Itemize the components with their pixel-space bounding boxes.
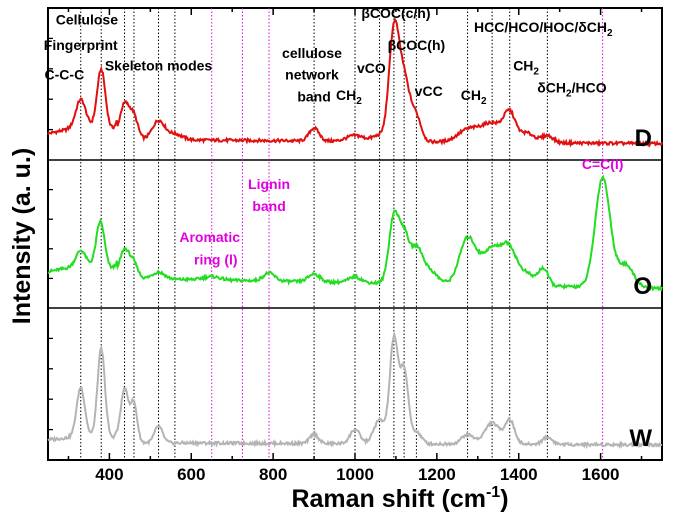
x-axis-title-sup: -1 [486,484,500,501]
subscript-2: 2 [566,88,572,99]
x-tick-label: 800 [259,465,287,484]
peak-annotation: Fingerprint [44,37,118,53]
panel-labels: D O W [629,125,652,452]
peak-annotation: vCC [415,83,443,99]
x-tick-label: 1200 [418,465,456,484]
x-tick-label: 1600 [582,465,620,484]
spectra-series [47,17,663,450]
peak-annotation: βCOC(h) [388,37,446,53]
peak-annotation: band [252,198,285,214]
x-axis-title: Raman shift (cm-1) [291,484,508,513]
peak-annotation: Aromatic [179,229,240,245]
x-tick-label: 1000 [336,465,374,484]
axis-ticks: 400 600 800 1000 1200 1400 1600 [48,8,643,484]
peak-annotation: Lignin [248,176,290,192]
peak-annotation: vCO [357,60,386,76]
peak-annotation: network [285,67,339,83]
peak-annotation: ring (l) [194,252,238,268]
subscript-2: 2 [481,96,487,107]
peak-annotation: CH2 [336,87,362,107]
peak-annotation: cellulose [282,45,342,61]
peak-annotation: βCOC(c/h) [361,5,430,21]
subscript-2: 2 [607,28,613,39]
x-tick-label: 600 [177,465,205,484]
panel-label-O: O [633,273,652,300]
peak-annotation: CH2 [461,87,487,107]
peak-annotation: band [297,88,330,104]
x-axis-title-close: ) [500,485,508,513]
peak-annotation: Cellulose [56,12,118,28]
panel-label-W: W [629,425,652,452]
spectrum-line-O [47,174,663,292]
peak-annotation: C=C(l) [582,156,624,172]
spectrum-line-D [47,17,663,148]
x-tick-label: 400 [95,465,123,484]
x-tick-label: 1400 [500,465,538,484]
spectrum-line-W [47,330,663,450]
peak-annotation: HCC/HCO/HOC/δCH2 [474,19,613,39]
peak-annotations: C-C-C Cellulose Fingerprint Skeleton modes c… [44,5,624,267]
subscript-2: 2 [533,67,539,78]
peak-annotation: CH2 [513,58,539,78]
peak-annotation: C-C-C [45,67,85,83]
subscript-2: 2 [356,96,362,107]
peak-annotation: δCH2/HCO [537,79,606,99]
x-axis-title-main: Raman shift (cm [291,485,485,513]
annotation-suffix: /HCO [572,79,607,95]
peak-annotation: Skeleton modes [105,58,213,74]
panel-label-D: D [635,125,652,152]
y-axis-title: Intensity (a. u.) [8,148,36,324]
reference-lines [80,8,604,460]
